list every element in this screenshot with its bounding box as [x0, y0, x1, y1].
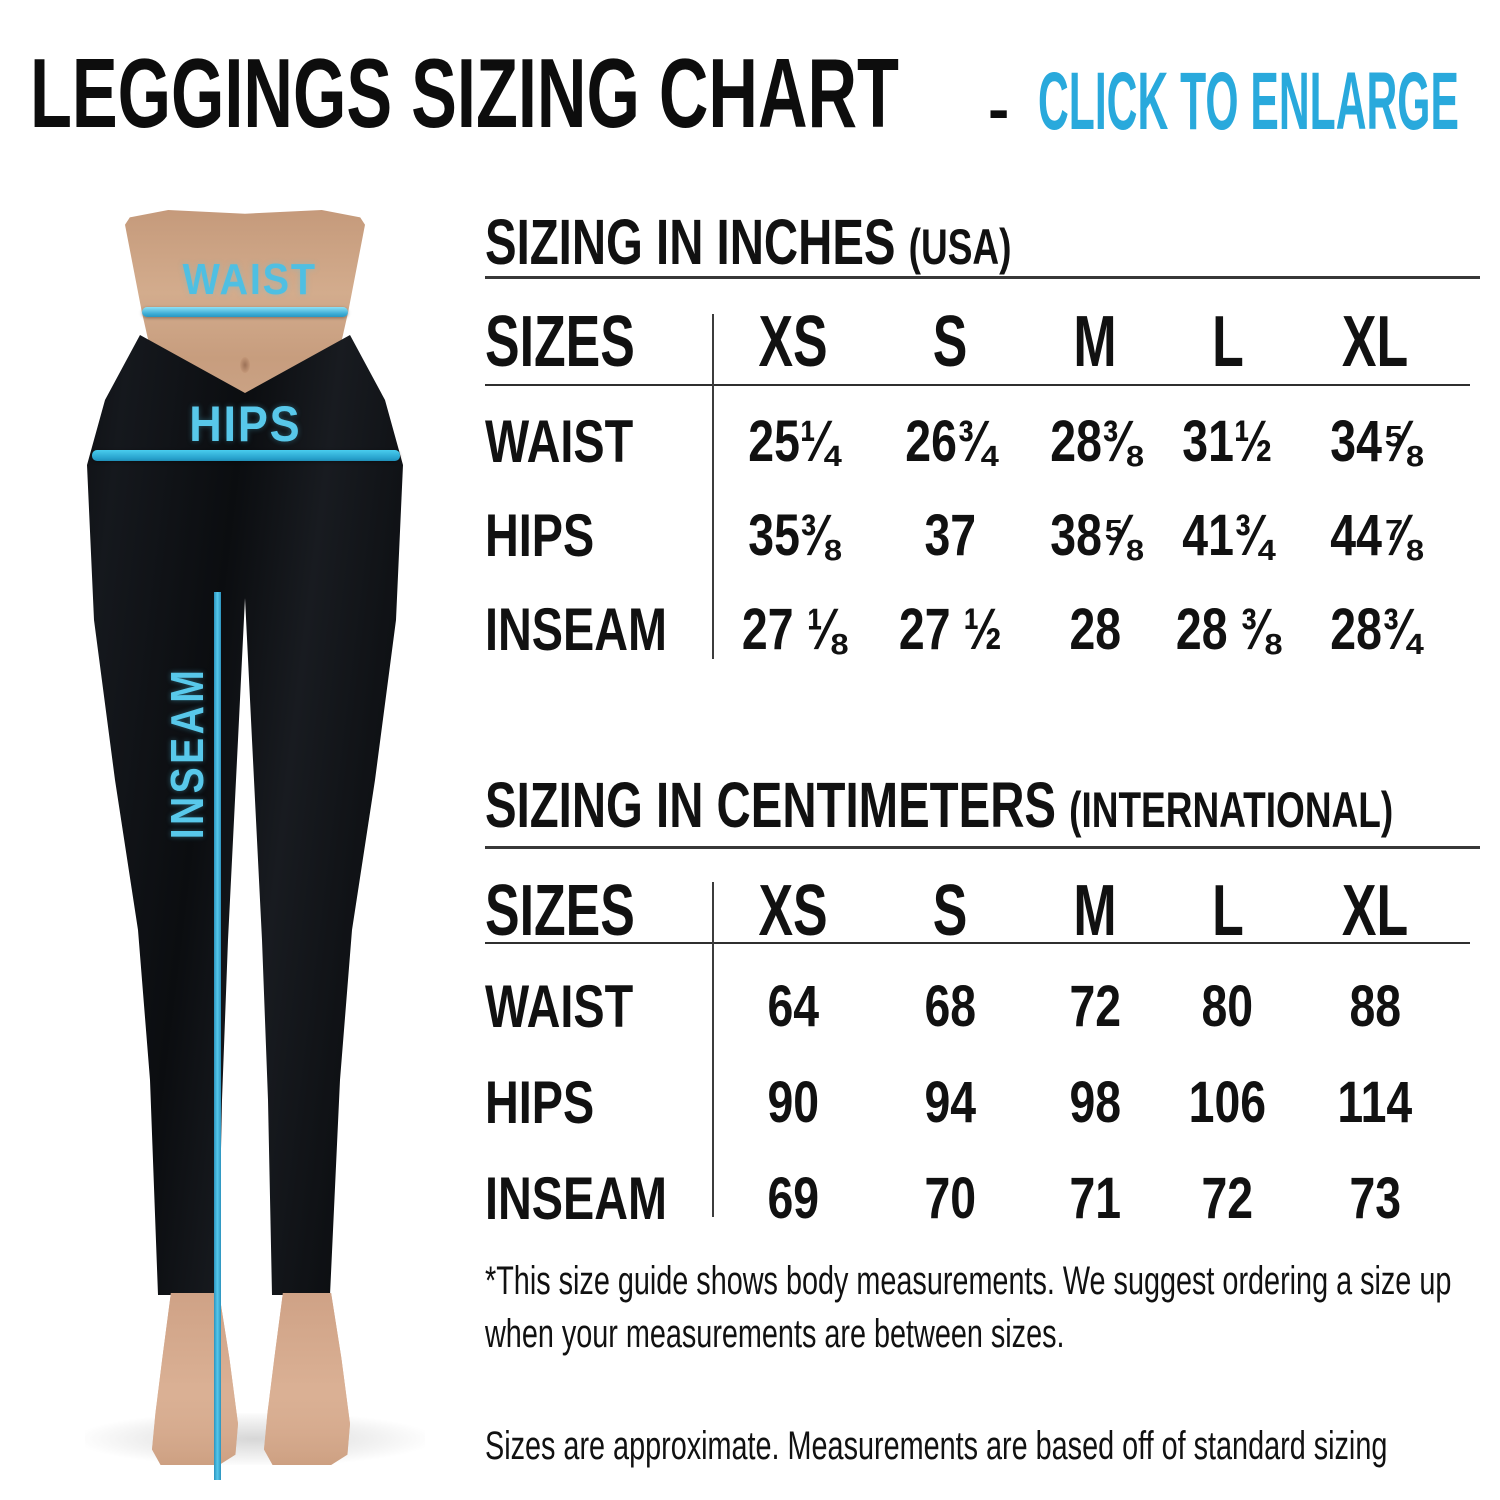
col-header-s: S: [932, 871, 968, 951]
click-to-enlarge-link[interactable]: CLICK TO ENLARGE: [1038, 56, 1459, 147]
hips-measure-line: [92, 450, 400, 461]
size-value: 72: [1069, 973, 1121, 1039]
size-value: 69: [767, 1165, 820, 1231]
size-guide-note: *This size guide shows body measurements…: [485, 1259, 1452, 1356]
cm-size-table: SIZES XS S M L XL WAIST 64 68 72 80 88 H…: [485, 870, 1470, 1246]
size-value: 72: [1201, 1165, 1254, 1231]
size-value: 35⅜: [748, 502, 839, 568]
size-value: 80: [1201, 973, 1254, 1039]
cm-section-title: SIZING IN CENTIMETERS (INTERNATIONAL): [485, 769, 1394, 841]
col-header-m: M: [1073, 302, 1117, 382]
size-value: 31½: [1182, 408, 1273, 474]
inches-section-title: SIZING IN INCHES (USA): [485, 206, 1012, 278]
navel: [240, 357, 250, 373]
row-label: WAIST: [485, 407, 634, 475]
size-value: 38⅝: [1049, 502, 1141, 568]
row-label: INSEAM: [485, 595, 668, 663]
row-label: HIPS: [485, 501, 595, 569]
size-value: 114: [1337, 1069, 1413, 1135]
title-dash: -: [988, 73, 1010, 145]
size-value: 90: [767, 1069, 820, 1135]
size-value: 27 ½: [898, 596, 1002, 662]
table-row-waist: WAIST 64 68 72 80 88: [485, 958, 1470, 1054]
row-label: WAIST: [485, 972, 634, 1040]
size-value: 28: [1069, 596, 1121, 662]
col-header-xl: XL: [1341, 871, 1409, 951]
size-value: 73: [1349, 1165, 1401, 1231]
size-value: 28 ⅜: [1175, 596, 1280, 662]
inches-size-table: SIZES XS S M L XL WAIST 25¼ 26¾ 28⅜ 31½ …: [485, 300, 1470, 676]
waist-measure-line: [142, 307, 348, 317]
col-header-sizes: SIZES: [485, 302, 635, 382]
col-header-l: L: [1211, 302, 1244, 382]
row-label: HIPS: [485, 1068, 595, 1136]
inches-title-underline: [485, 276, 1480, 279]
inseam-measure-line: [214, 592, 221, 1480]
floor-shadow: [85, 1413, 425, 1465]
col-header-l: L: [1211, 871, 1244, 951]
left-foot: [152, 1293, 238, 1465]
size-value: 88: [1349, 973, 1401, 1039]
table-row-waist: WAIST 25¼ 26¾ 28⅜ 31½ 34⅝: [485, 394, 1470, 488]
cm-header-row: SIZES XS S M L XL: [485, 870, 1470, 951]
size-value: 64: [767, 973, 820, 1039]
col-header-sizes: SIZES: [485, 871, 635, 951]
row-label: INSEAM: [485, 1164, 668, 1232]
size-value: 94: [924, 1069, 976, 1135]
size-value: 37: [924, 502, 976, 568]
cm-column-divider: [712, 882, 714, 1217]
hips-annotation-label: HIPS: [188, 396, 302, 452]
size-value: 41¾: [1182, 502, 1273, 568]
col-header-s: S: [932, 302, 968, 382]
col-header-xl: XL: [1341, 302, 1409, 382]
size-value: 28⅜: [1049, 408, 1141, 474]
size-value: 27 ⅛: [741, 596, 846, 662]
size-value: 106: [1188, 1069, 1267, 1135]
page-title-text: LEGGINGS SIZING CHART: [30, 38, 899, 148]
right-foot: [264, 1293, 350, 1465]
size-value: 28¾: [1329, 596, 1421, 662]
inseam-annotation-label: INSEAM: [161, 666, 213, 840]
col-header-xs: XS: [758, 302, 829, 382]
size-value: 71: [1069, 1165, 1121, 1231]
size-value: 98: [1069, 1069, 1121, 1135]
col-header-m: M: [1073, 871, 1117, 951]
table-row-inseam: INSEAM 27 ⅛ 27 ½ 28 28 ⅜ 28¾: [485, 582, 1470, 676]
cm-title-underline: [485, 846, 1480, 849]
size-value: 68: [924, 973, 976, 1039]
size-value: 25¼: [748, 408, 839, 474]
table-row-hips: HIPS 35⅜ 37 38⅝ 41¾ 44⅞: [485, 488, 1470, 582]
black-leggings: [87, 335, 403, 1295]
table-row-inseam: INSEAM 69 70 71 72 73: [485, 1150, 1470, 1246]
leggings-figure: WAIST HIPS INSEAM: [30, 185, 470, 1480]
page-title: LEGGINGS SIZING CHART: [30, 38, 1271, 148]
size-value: 70: [924, 1165, 976, 1231]
waist-annotation-label: WAIST: [182, 255, 318, 304]
table-row-hips: HIPS 90 94 98 106 114: [485, 1054, 1470, 1150]
col-header-xs: XS: [758, 871, 829, 951]
size-value: 26¾: [904, 408, 996, 474]
inches-column-divider: [712, 314, 714, 659]
approximate-sizes-note: Sizes are approximate. Measurements are …: [485, 1424, 1388, 1468]
size-value: 34⅝: [1329, 408, 1421, 474]
size-value: 44⅞: [1329, 502, 1421, 568]
inches-header-row: SIZES XS S M L XL: [485, 300, 1470, 386]
